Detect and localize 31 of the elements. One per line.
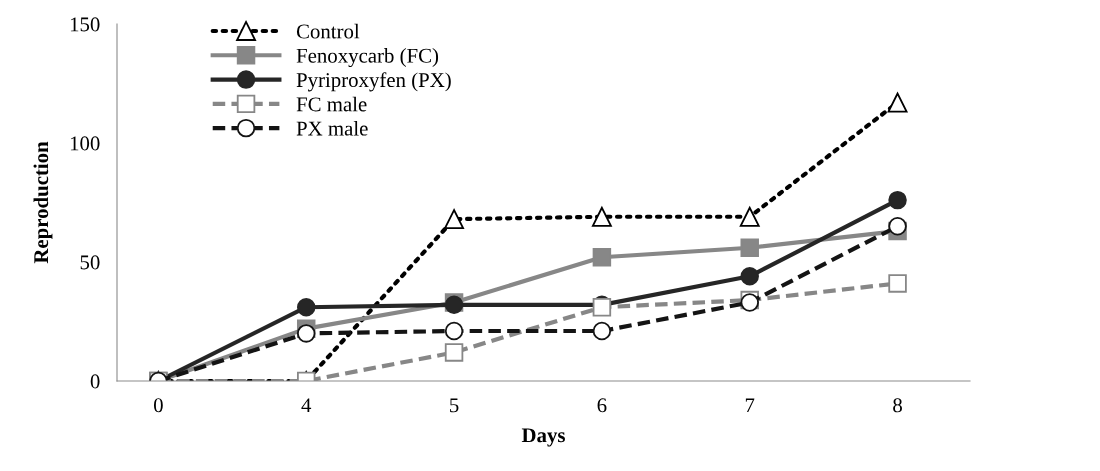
x-tick-label: 7	[745, 398, 755, 413]
legend-label: PX male	[296, 120, 368, 136]
point	[592, 321, 612, 341]
x-tick-label: 6	[597, 398, 607, 413]
y-tick-label: 0	[90, 374, 100, 389]
y-axis-title: Reproduction	[33, 141, 53, 264]
legend-label: Control	[296, 23, 360, 39]
x-tick-label: 0	[153, 398, 163, 413]
point	[888, 217, 907, 236]
y-tick-label: 150	[70, 17, 100, 32]
x-tick-label: 5	[450, 398, 459, 413]
point	[887, 92, 908, 113]
point	[444, 321, 464, 341]
point	[592, 248, 612, 267]
x-tick-label: 8	[893, 398, 902, 413]
y-tick-label: 100	[70, 136, 100, 151]
legend-label: Pyriproxyfen (PX)	[296, 72, 451, 92]
legend-label: Fenoxycarb (FC)	[296, 48, 439, 68]
point	[740, 238, 759, 257]
x-tick-label: 4	[301, 398, 312, 413]
point	[296, 297, 316, 317]
legend-label: FC male	[296, 96, 367, 112]
point	[739, 206, 760, 227]
point	[444, 343, 464, 362]
point	[740, 267, 759, 286]
point	[591, 206, 612, 227]
y-tick-label: 50	[80, 255, 100, 270]
point	[296, 324, 316, 343]
point	[444, 209, 464, 230]
point	[888, 190, 907, 210]
x-axis-title: Days	[521, 428, 565, 447]
